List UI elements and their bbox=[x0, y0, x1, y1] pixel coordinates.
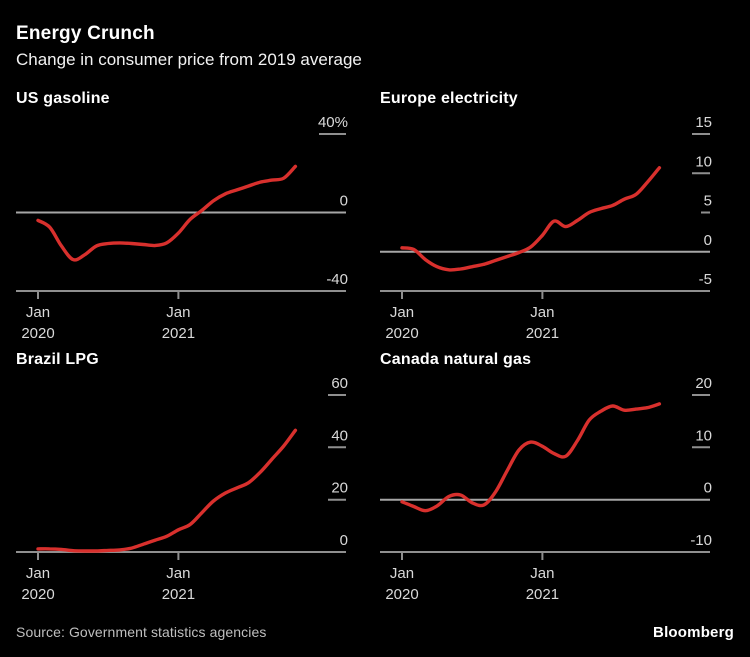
y-tick-label: 5 bbox=[704, 193, 712, 210]
canada-natural-gas-plot: 20 10 0 -10 Jan 2020 Jan 2021 bbox=[380, 375, 712, 603]
x-tick-label-year: 2020 bbox=[385, 325, 418, 342]
x-tick-label-year: 2021 bbox=[162, 586, 195, 603]
y-tick-label: -40 bbox=[326, 271, 348, 288]
brazil-lpg-plot: 60 40 20 0 Jan 2020 Jan 2021 bbox=[16, 375, 348, 603]
y-tick-label: 40% bbox=[318, 114, 348, 131]
chart-brazil-lpg: Brazil LPG 60 40 20 0 Jan 2020 Jan 2021 bbox=[16, 351, 352, 609]
x-tick-label-year: 2021 bbox=[162, 325, 195, 342]
footer: Source: Government statistics agencies B… bbox=[0, 624, 750, 641]
x-tick-label-month: Jan bbox=[166, 565, 190, 582]
y-tick-label: 15 bbox=[695, 114, 712, 131]
y-tick-label: -5 bbox=[699, 271, 712, 288]
bloomberg-logo: Bloomberg bbox=[653, 624, 734, 641]
y-tick-label: 20 bbox=[331, 480, 348, 497]
page-title: Energy Crunch bbox=[16, 23, 155, 44]
y-tick-label: 60 bbox=[331, 375, 348, 392]
price-line bbox=[400, 402, 662, 513]
price-line bbox=[400, 166, 662, 272]
header: Energy Crunch Change in consumer price f… bbox=[0, 0, 750, 70]
price-line bbox=[36, 428, 298, 553]
x-tick-label-month: Jan bbox=[166, 304, 190, 321]
y-tick-label: 20 bbox=[695, 375, 712, 392]
europe-electricity-plot: 15 10 5 0 -5 Jan 2020 Jan 2021 bbox=[380, 114, 712, 342]
price-line bbox=[36, 164, 298, 262]
y-tick-label: 40 bbox=[331, 427, 348, 444]
us-gasoline-plot: 40% 0 -40 Jan 2020 Jan 2021 bbox=[16, 114, 348, 342]
x-tick-label-year: 2021 bbox=[526, 325, 559, 342]
x-tick-label-year: 2020 bbox=[21, 586, 54, 603]
y-tick-label: 0 bbox=[704, 232, 712, 249]
chart-title: Europe electricity bbox=[380, 90, 518, 107]
source-note: Source: Government statistics agencies bbox=[16, 624, 267, 640]
x-tick-label-month: Jan bbox=[530, 565, 554, 582]
x-tick-label-year: 2020 bbox=[21, 325, 54, 342]
y-tick-label: 0 bbox=[340, 193, 348, 210]
chart-title: US gasoline bbox=[16, 90, 110, 107]
x-tick-label-month: Jan bbox=[26, 304, 50, 321]
y-tick-label: 0 bbox=[340, 532, 348, 549]
chart-europe-electricity: Europe electricity 15 10 5 0 -5 Jan 2020 Jan 202… bbox=[380, 90, 716, 348]
x-tick-label-year: 2020 bbox=[385, 586, 418, 603]
y-tick-label: -10 bbox=[690, 532, 712, 549]
y-tick-label: 10 bbox=[695, 427, 712, 444]
y-tick-label: 0 bbox=[704, 480, 712, 497]
charts-grid: US gasoline 40% 0 -40 Jan 2020 Jan 2021 Europe… bbox=[0, 90, 750, 609]
x-tick-label-month: Jan bbox=[390, 565, 414, 582]
chart-title: Brazil LPG bbox=[16, 351, 99, 368]
page-subtitle: Change in consumer price from 2019 avera… bbox=[16, 50, 362, 69]
chart-title: Canada natural gas bbox=[380, 351, 532, 368]
x-tick-label-year: 2021 bbox=[526, 586, 559, 603]
chart-canada-natural-gas: Canada natural gas 20 10 0 -10 Jan 2020 Jan 202… bbox=[380, 351, 716, 609]
y-tick-label: 10 bbox=[695, 153, 712, 170]
x-tick-label-month: Jan bbox=[390, 304, 414, 321]
chart-us-gasoline: US gasoline 40% 0 -40 Jan 2020 Jan 2021 bbox=[16, 90, 352, 348]
x-tick-label-month: Jan bbox=[26, 565, 50, 582]
x-tick-label-month: Jan bbox=[530, 304, 554, 321]
